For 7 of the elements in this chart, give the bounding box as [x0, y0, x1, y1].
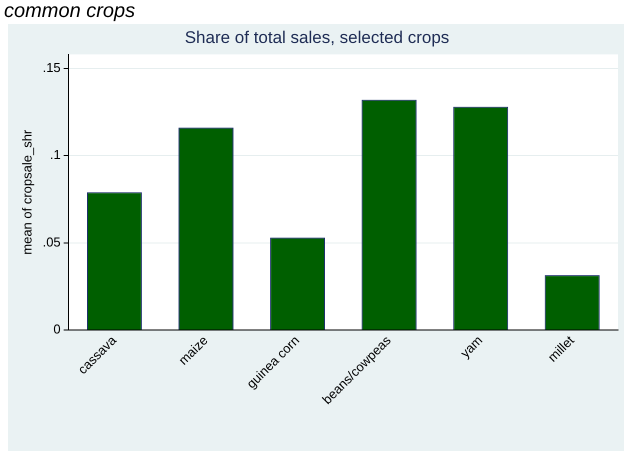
y-tick-label: .1: [50, 147, 61, 162]
chart-title: Share of total sales, selected crops: [184, 28, 450, 47]
y-axis-title: mean of cropsale_shr: [19, 129, 34, 255]
y-tick-label: .15: [42, 60, 61, 75]
text: common crops: [4, 0, 136, 22]
y-tick-label: 0: [53, 322, 61, 337]
y-tick-label: .05: [42, 234, 61, 250]
